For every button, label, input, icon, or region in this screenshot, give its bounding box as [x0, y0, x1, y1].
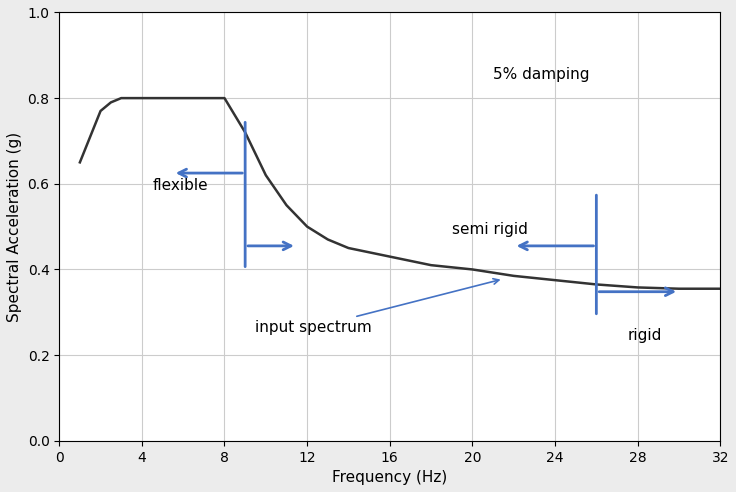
Y-axis label: Spectral Acceleration (g): Spectral Acceleration (g) — [7, 131, 22, 322]
Text: input spectrum: input spectrum — [255, 278, 499, 335]
X-axis label: Frequency (Hz): Frequency (Hz) — [332, 470, 447, 485]
Text: rigid: rigid — [627, 328, 662, 343]
Text: 5% damping: 5% damping — [493, 67, 590, 82]
Text: semi rigid: semi rigid — [452, 222, 528, 237]
Text: flexible: flexible — [152, 179, 208, 193]
